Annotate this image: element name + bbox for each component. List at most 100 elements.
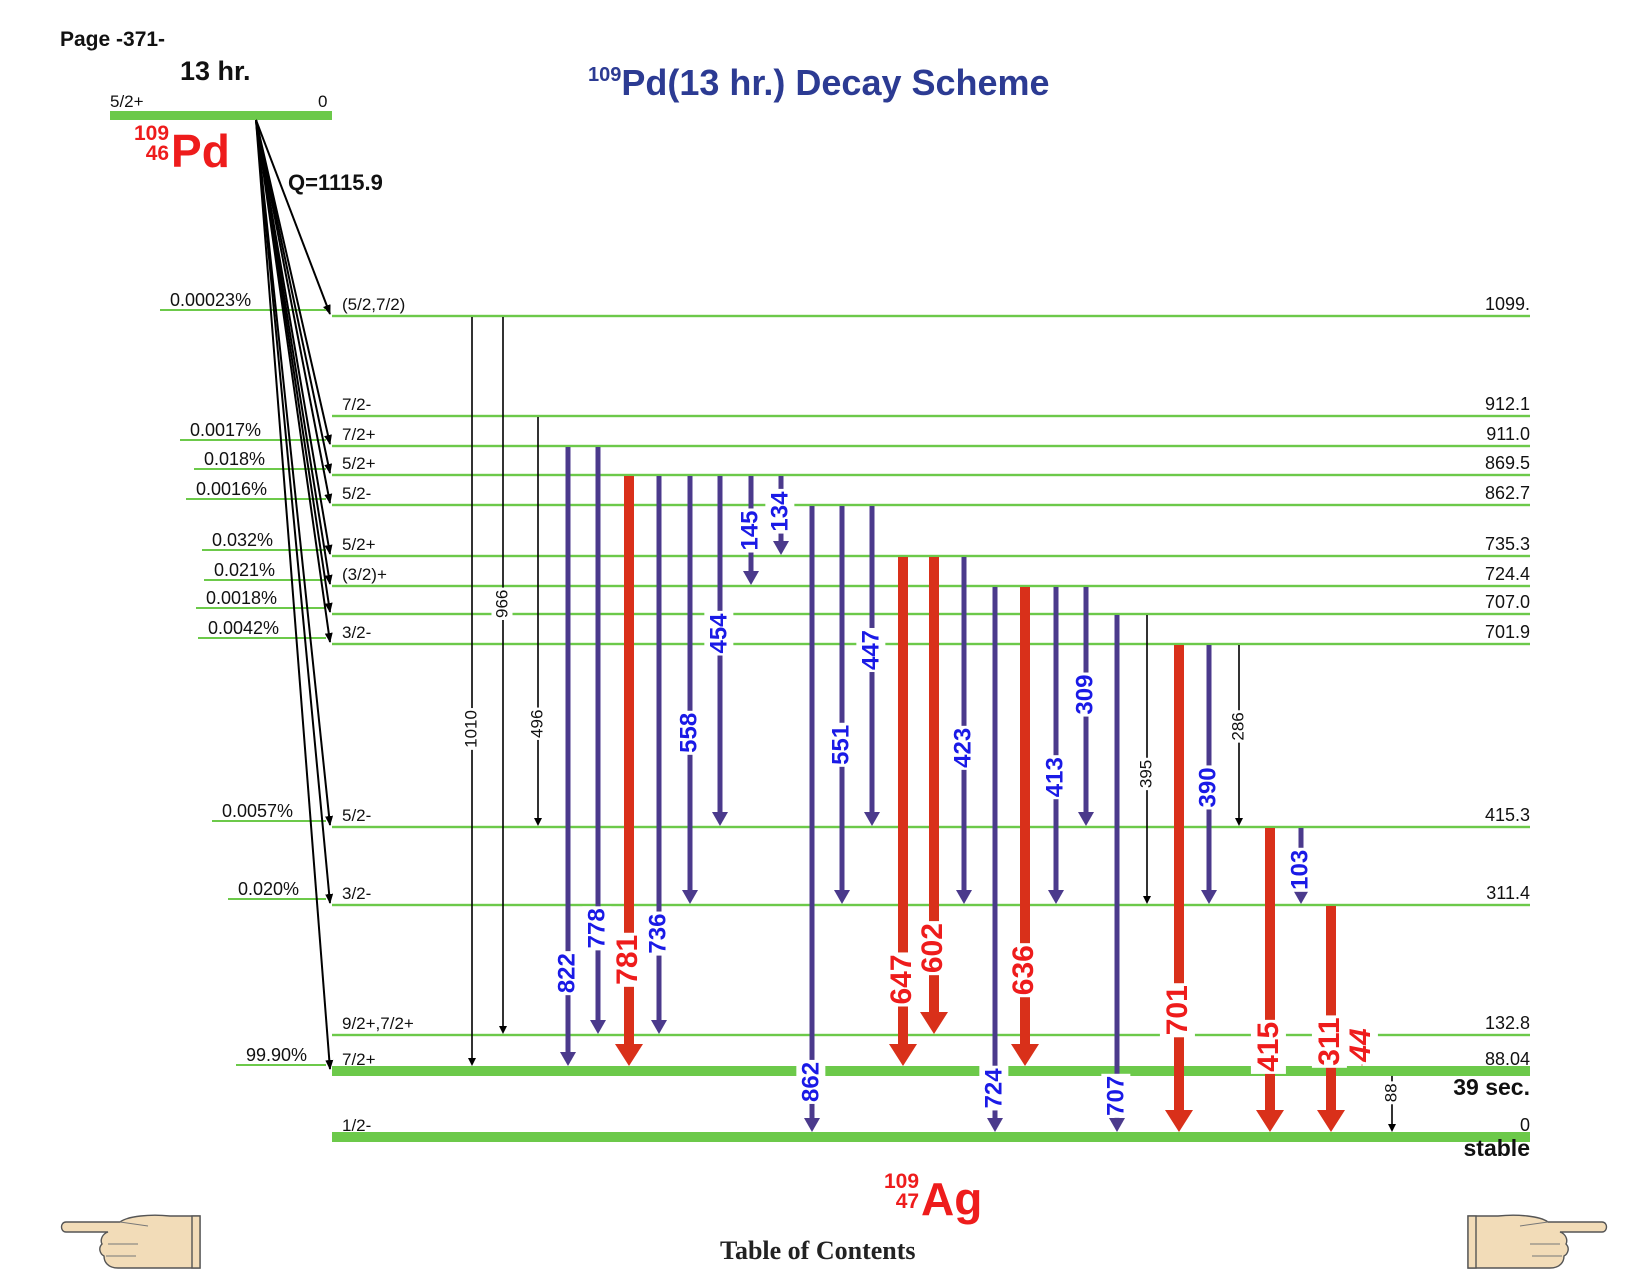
gamma-label-backing <box>914 921 950 976</box>
level-half-life: stable <box>1464 1135 1530 1161</box>
level-spin: 3/2- <box>342 623 371 642</box>
daughter-symbol: Ag <box>921 1173 983 1225</box>
gamma-arrowhead <box>956 890 972 904</box>
gamma-arrowhead <box>499 1026 507 1034</box>
gamma-arrowhead <box>1388 1124 1396 1132</box>
pointing-hand-right-icon[interactable] <box>1466 1210 1608 1272</box>
gamma-energy-label: 88 <box>1381 1083 1400 1102</box>
pointing-hand-left-icon[interactable] <box>60 1210 202 1272</box>
gamma-arrowhead <box>534 818 542 826</box>
gamma-label-backing <box>1311 1015 1347 1068</box>
gamma-energy-label: 415 <box>1252 1022 1285 1072</box>
gamma-label-backing <box>1070 672 1100 717</box>
gamma-line <box>471 317 473 1058</box>
beta-branch-label: 0.0042% <box>208 618 279 638</box>
gamma-label-backing <box>1101 1073 1131 1118</box>
gamma-arrowhead <box>834 890 850 904</box>
level-spin: 1/2- <box>342 1116 371 1135</box>
gamma-label-backing <box>704 610 734 656</box>
beta-decay-line <box>255 119 333 643</box>
gamma-label-backing <box>826 722 856 767</box>
gamma-line <box>595 447 601 1020</box>
gamma-line <box>656 476 662 1020</box>
gamma-label-backing <box>552 951 582 996</box>
gamma-arrowhead <box>560 1052 576 1066</box>
parent-spin: 5/2+ <box>110 92 144 111</box>
level-spin: (3/2)+ <box>342 565 387 584</box>
gamma-label-backing <box>979 1065 1009 1111</box>
gamma-line <box>809 506 815 1118</box>
parent-symbol: Pd <box>171 125 230 177</box>
gamma-arrowhead <box>1256 1110 1284 1132</box>
gamma-label-backing <box>609 932 645 987</box>
gamma-energy-label: 822 <box>553 953 580 993</box>
gamma-energy-label: 309 <box>1071 675 1098 715</box>
beta-branch-label: 0.021% <box>214 560 275 580</box>
gamma-label-backing <box>1380 1081 1402 1105</box>
q-value: Q=1115.9 <box>288 170 383 195</box>
gamma-arrowhead <box>651 1020 667 1034</box>
gamma-arrowhead <box>1317 1110 1345 1132</box>
level-line <box>332 1033 1530 1037</box>
table-of-contents-link[interactable]: Table of Contents <box>720 1236 916 1265</box>
gamma-line <box>1146 615 1148 896</box>
gamma-line <box>839 506 845 890</box>
gamma-label-backing <box>643 911 673 956</box>
gamma-arrowhead <box>1048 890 1064 904</box>
gamma-energy-label: 134 <box>766 491 793 532</box>
level-line <box>332 554 1530 558</box>
gamma-energy-label: 454 <box>705 613 732 654</box>
level-energy: 0 <box>1520 1115 1530 1135</box>
gamma-label-backing <box>948 725 978 770</box>
level-spin: 5/2- <box>342 484 371 503</box>
level-line <box>332 473 1530 477</box>
gamma-energy-label: 736 <box>644 914 671 954</box>
gamma-line <box>1265 828 1275 1110</box>
gamma-arrowhead <box>987 1118 1003 1132</box>
level-energy: 88.04 <box>1485 1049 1530 1069</box>
gamma-arrowhead <box>1235 818 1243 826</box>
gamma-energy-label: 1010 <box>461 710 480 748</box>
gamma-label-backing <box>1193 765 1223 810</box>
level-line <box>332 444 1530 448</box>
gamma-line <box>1114 615 1120 1118</box>
parent-mass: 109 <box>134 122 170 145</box>
beta-branch-label: 0.032% <box>212 530 273 550</box>
gamma-energy-label: 311 <box>1313 1017 1346 1065</box>
level-energy: 311.4 <box>1486 883 1530 903</box>
gamma-label-backing <box>582 906 612 951</box>
gamma-arrowhead <box>804 1118 820 1132</box>
gamma-label-backing <box>491 587 513 620</box>
gamma-energy-label: 103 <box>1286 850 1313 890</box>
level-line <box>332 1132 1530 1142</box>
gamma-line <box>537 417 539 818</box>
level-energy: 707.0 <box>1485 592 1530 612</box>
gamma-energy-label: 602 <box>916 923 949 973</box>
gamma-label-backing <box>765 488 795 534</box>
gamma-energy-label: 423 <box>949 728 976 768</box>
gamma-energy-label: 636 <box>1007 945 1040 995</box>
level-line <box>332 503 1530 507</box>
gamma-energy-label: 862 <box>797 1062 824 1102</box>
daughter-z: 47 <box>895 1190 920 1213</box>
beta-branch-label: 0.0057% <box>222 801 293 821</box>
beta-branch-label: 0.0018% <box>206 588 277 608</box>
gamma-arrowhead <box>1143 896 1151 904</box>
level-spin: 9/2+,7/2+ <box>342 1014 414 1033</box>
level-spin: 5/2+ <box>342 535 376 554</box>
gamma-label-backing <box>1342 1026 1378 1065</box>
gamma-label-backing <box>796 1059 826 1104</box>
level-energy: 132.8 <box>1485 1013 1530 1033</box>
beta-branch-label: 0.0017% <box>190 420 261 440</box>
gamma-arrowhead <box>1201 890 1217 904</box>
level-line <box>332 1066 1530 1076</box>
parent-energy: 0 <box>318 92 328 111</box>
beta-branch-label: 99.90% <box>246 1045 307 1065</box>
gamma-arrowhead <box>1165 1110 1193 1132</box>
title-mass: 109 <box>588 64 622 86</box>
level-energy: 701.9 <box>1485 622 1530 642</box>
parent-nuclide: 109 46Pd <box>134 122 230 178</box>
beta-decay-line <box>255 119 331 315</box>
gamma-arrowhead <box>1011 1044 1039 1066</box>
gamma-label-backing <box>1285 847 1315 892</box>
